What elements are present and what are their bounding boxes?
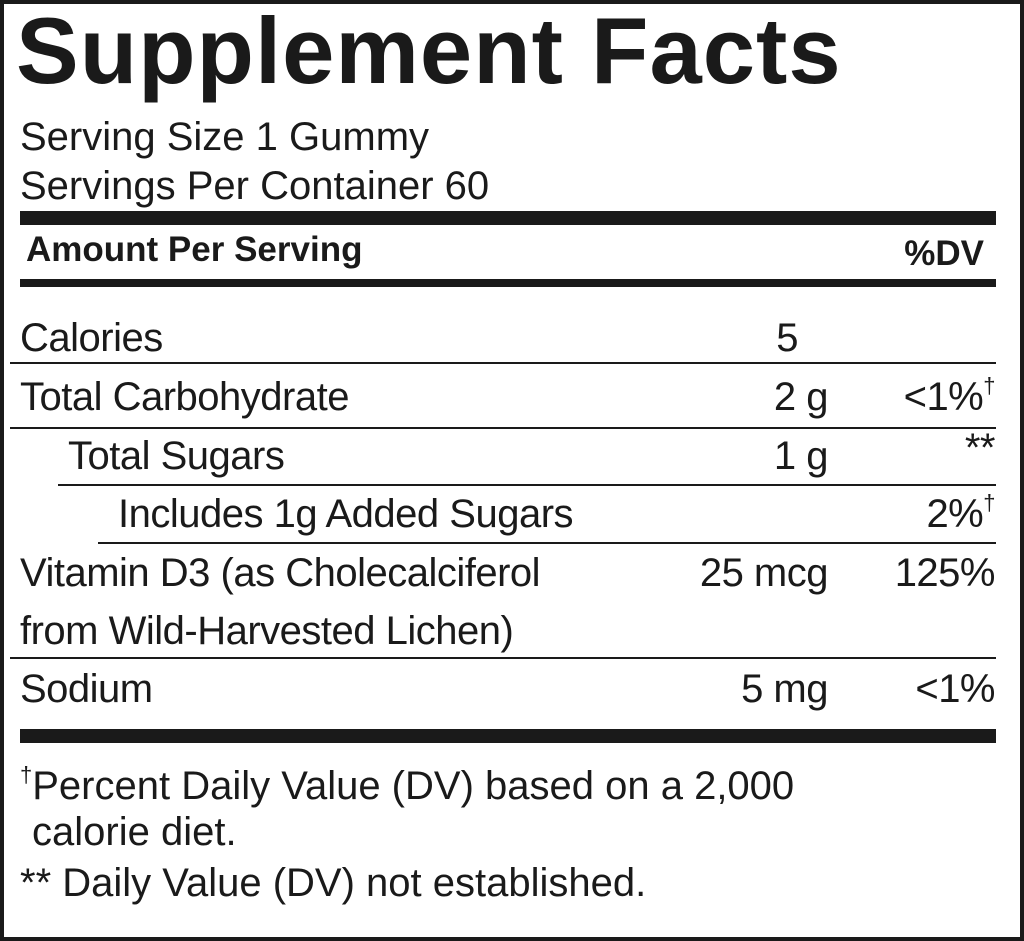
nutrient-name: Total Sugars	[68, 434, 285, 478]
dagger-mark: †	[983, 490, 995, 515]
dv-footnote: Percent Daily Value (DV) based on a 2,00…	[32, 764, 795, 808]
label-title: Supplement Facts	[16, 0, 842, 103]
serving-size: Serving Size 1 Gummy	[20, 115, 430, 159]
dagger-mark: †	[983, 373, 995, 398]
thick-divider	[20, 211, 996, 225]
nutrient-name: Calories	[20, 316, 163, 360]
thick-divider	[20, 729, 996, 743]
nutrient-amount: 5 mg	[741, 667, 828, 711]
nutrient-dv: <1%	[915, 667, 995, 711]
nutrient-amount: 2 g	[773, 375, 829, 419]
not-established-footnote: ** Daily Value (DV) not established.	[20, 861, 647, 905]
dagger-mark: †	[20, 762, 33, 787]
dv-header: %DV	[904, 234, 984, 273]
nutrient-name: Includes 1g Added Sugars	[118, 492, 574, 536]
row-divider	[98, 542, 996, 544]
row-divider	[10, 657, 996, 659]
amount-per-serving-header: Amount Per Serving	[26, 230, 363, 269]
nutrient-amount: 5	[776, 316, 798, 360]
nutrient-name-line2: from Wild-Harvested Lichen)	[20, 609, 514, 653]
header-divider	[20, 279, 996, 287]
row-divider	[10, 427, 996, 429]
nutrient-amount: 25 mcg	[699, 551, 829, 595]
nutrient-dv: <1%	[903, 375, 984, 419]
nutrient-amount: 1 g	[773, 434, 829, 478]
nutrient-dv: **	[964, 426, 996, 470]
servings-per-container: Servings Per Container 60	[20, 164, 490, 208]
nutrient-name: Total Carbohydrate	[20, 375, 349, 419]
dv-footnote-line2: calorie diet.	[32, 810, 237, 854]
nutrient-name: Vitamin D3 (as Cholecalciferol	[20, 551, 541, 595]
nutrient-dv: 125%	[894, 551, 996, 595]
nutrient-dv: 2%	[926, 492, 984, 536]
row-divider	[10, 362, 996, 364]
row-divider	[58, 484, 996, 486]
nutrient-name: Sodium	[20, 667, 153, 711]
